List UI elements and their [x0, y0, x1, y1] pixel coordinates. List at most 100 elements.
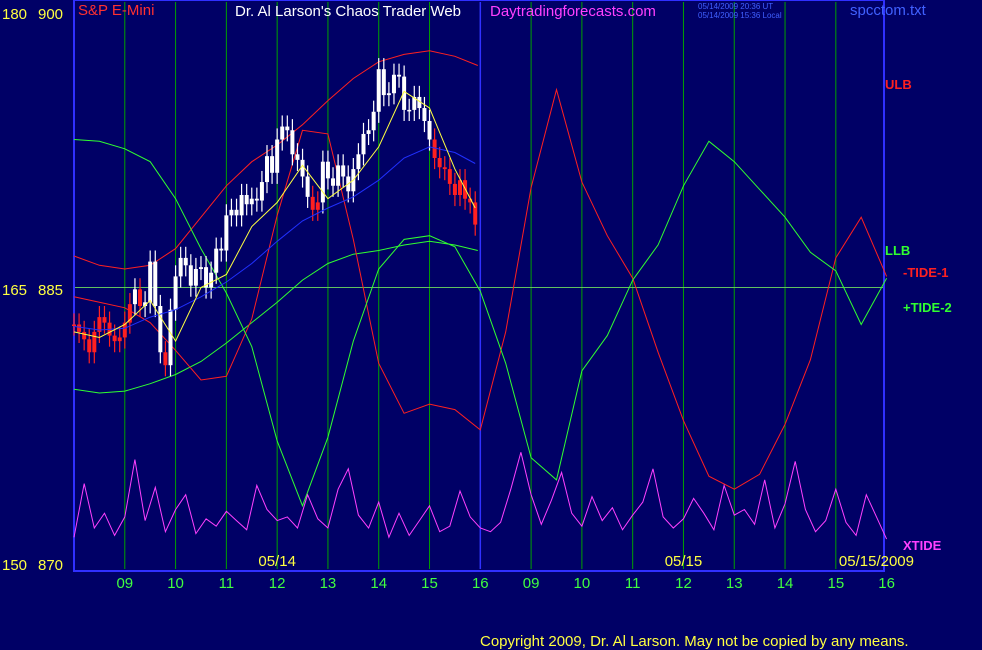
price-bar-body	[386, 93, 391, 96]
hour-tick-label: 16	[472, 575, 489, 592]
price-bar-body	[468, 198, 473, 203]
price-bar-body	[264, 156, 269, 183]
price-bar-body	[457, 180, 462, 195]
series-llb	[73, 240, 478, 394]
price-bar-body	[239, 195, 244, 216]
price-bar-body	[92, 331, 97, 353]
hour-tick-label: 13	[320, 575, 337, 592]
hour-tick-label: 14	[777, 575, 794, 592]
ulb-label: ULB	[885, 77, 912, 92]
price-bar-body	[295, 154, 300, 160]
date-label: 05/14	[258, 553, 296, 570]
hour-tick-label: 10	[574, 575, 591, 592]
xtide-label: XTIDE	[903, 538, 942, 553]
price-bar-body	[183, 257, 188, 266]
price-bar-body	[249, 198, 254, 205]
price-bar-body	[178, 257, 183, 277]
price-bar-body	[280, 126, 285, 140]
price-bar-body	[285, 126, 290, 131]
price-bar-body	[432, 139, 437, 158]
price-bar-body	[229, 209, 234, 216]
price-bar-body	[224, 215, 229, 251]
price-bar-body	[132, 289, 137, 305]
price-bar-body	[82, 331, 87, 340]
price-bar-body	[427, 121, 432, 140]
price-bar-body	[102, 317, 107, 323]
price-bar-body	[300, 159, 305, 177]
tide-tick-top: 180	[2, 6, 27, 23]
price-bar-body	[148, 261, 153, 303]
price-bar-body	[122, 322, 127, 338]
date-labels: 05/14 05/15 05/15/2009	[258, 553, 914, 570]
series-tide-2	[73, 139, 888, 508]
price-bar-body	[447, 169, 452, 184]
price-bar-body	[138, 289, 143, 306]
price-bar-body	[336, 165, 341, 186]
price-bar-body	[371, 111, 376, 131]
price-bar-body	[417, 96, 422, 109]
price-tick-mid: 885	[38, 282, 63, 299]
price-bar-body	[259, 182, 264, 201]
price-bar-body	[412, 96, 417, 110]
price-bar-body	[193, 269, 198, 286]
price-bar-body	[244, 195, 249, 205]
price-bar-body	[376, 69, 381, 112]
price-bar-body	[341, 165, 346, 177]
price-bar-body	[270, 156, 275, 173]
file-label: spcctom.txt	[850, 2, 927, 19]
left-axis: 180 900 165 885 150 870	[2, 6, 63, 574]
hour-tick-label: 11	[219, 575, 235, 592]
price-bar-body	[234, 209, 239, 216]
price-bar-body	[290, 130, 295, 155]
price-bar-body	[407, 109, 412, 112]
hour-tick-label: 13	[726, 575, 743, 592]
hour-tick-label: 15	[827, 575, 844, 592]
price-bars	[72, 58, 478, 377]
price-bar-body	[320, 161, 325, 203]
price-bar-body	[117, 337, 122, 342]
price-bar-body	[112, 335, 117, 342]
price-bar-body	[173, 276, 178, 310]
price-tick-bottom: 870	[38, 557, 63, 574]
price-bar-body	[143, 302, 148, 306]
price-bar-body	[437, 158, 442, 168]
price-bar-body	[305, 176, 310, 197]
timestamp-local: 05/14/2009 15:36 Local	[698, 11, 782, 20]
hour-tick-label: 16	[878, 575, 895, 592]
price-bar-body	[97, 317, 102, 332]
hour-tick-label: 15	[421, 575, 438, 592]
hour-tick-label: 12	[269, 575, 286, 592]
tide-tick-mid: 165	[2, 282, 27, 299]
series-tide-1	[73, 87, 888, 490]
hour-tick-label: 11	[625, 575, 641, 592]
price-bar-body	[198, 267, 203, 269]
series-lines	[73, 50, 888, 540]
site-label: Daytradingforecasts.com	[490, 3, 656, 20]
price-bar-body	[325, 161, 330, 179]
hour-tick-label: 14	[370, 575, 387, 592]
price-bar-body	[87, 339, 92, 353]
price-bar-body	[422, 108, 427, 121]
date-label: 05/15/2009	[839, 553, 914, 570]
timestamp-ut: 05/14/2009 20:36 UT	[698, 2, 773, 11]
price-bar-body	[219, 248, 224, 251]
price-bar-body	[127, 304, 132, 323]
price-bar-body	[381, 69, 386, 96]
price-bar-body	[452, 183, 457, 195]
price-bar-body	[163, 352, 168, 366]
price-bar-body	[204, 267, 209, 288]
hour-tick-labels: 09 10 11 12 13 14 15 16 09 10 11 12 13 14 15 16	[116, 575, 895, 592]
hour-tick-label: 09	[523, 575, 540, 592]
moving-average-slow	[73, 146, 476, 331]
price-bar-body	[158, 306, 163, 353]
price-bar-body	[315, 202, 320, 210]
price-bar-body	[310, 196, 315, 210]
price-bar-body	[168, 309, 173, 366]
price-bar-body	[397, 74, 402, 77]
date-label: 05/15	[665, 553, 703, 570]
price-bar-body	[188, 265, 193, 286]
price-bar-body	[153, 261, 158, 306]
price-bar-body	[254, 198, 259, 201]
